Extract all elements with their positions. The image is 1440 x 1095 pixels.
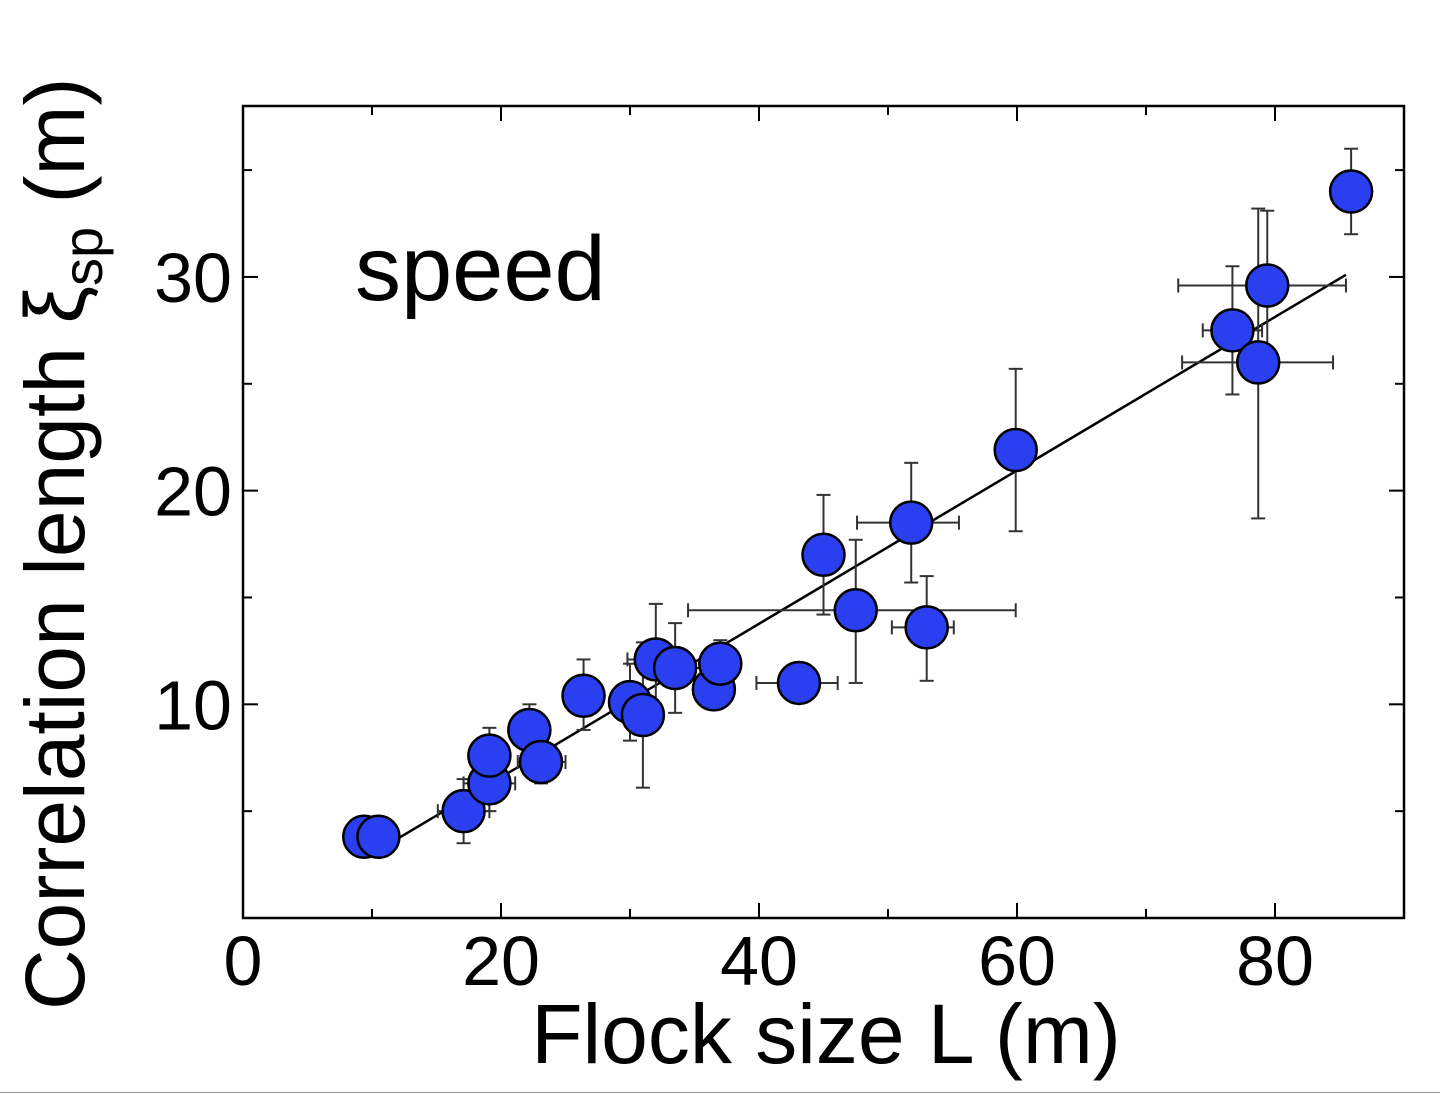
x-tick-label: 60 (978, 922, 1056, 1000)
y-tick-labels: 10 20 30 (154, 239, 232, 744)
y-tick-label: 30 (154, 239, 232, 317)
data-point (888, 500, 934, 545)
data-point (904, 605, 949, 650)
data-point (1235, 340, 1281, 385)
x-axis-title: Flock size L (m) (531, 987, 1121, 1081)
data-point (993, 427, 1038, 473)
data-point (776, 660, 822, 706)
x-tick-label: 20 (462, 922, 540, 1000)
data-point (698, 641, 743, 686)
data-point (441, 788, 486, 834)
data-point (833, 588, 878, 633)
x-tick-label: 0 (224, 922, 263, 1000)
x-tick-labels: 0 20 40 60 80 (224, 922, 1314, 1000)
data-point (518, 739, 564, 785)
data-point (801, 532, 846, 577)
y-axis-title: Correlation length ξsp (m) (8, 78, 114, 1010)
data-point (561, 673, 606, 719)
y-axis-title-prefix: Correlation length (8, 324, 102, 1010)
y-tick-label: 20 (154, 453, 232, 531)
data-point (1210, 308, 1255, 353)
data-point (467, 733, 512, 778)
chart-annotation: speed (355, 218, 606, 320)
x-tick-label: 80 (1236, 922, 1314, 1000)
data-points-layer (342, 169, 1374, 860)
axis-ticks-layer (242, 106, 1404, 918)
data-point (620, 692, 666, 738)
data-point (356, 814, 401, 860)
plot-area-frame (241, 104, 1406, 920)
y-axis-title-suffix: (m) (8, 78, 102, 227)
y-axis-title-subscript: sp (51, 227, 114, 286)
y-tick-label: 10 (154, 666, 232, 744)
data-point (1328, 169, 1374, 214)
data-point (652, 645, 698, 691)
data-point (1245, 263, 1290, 308)
x-tick-label: 40 (720, 922, 798, 1000)
y-axis-title-symbol: ξ (8, 286, 102, 324)
